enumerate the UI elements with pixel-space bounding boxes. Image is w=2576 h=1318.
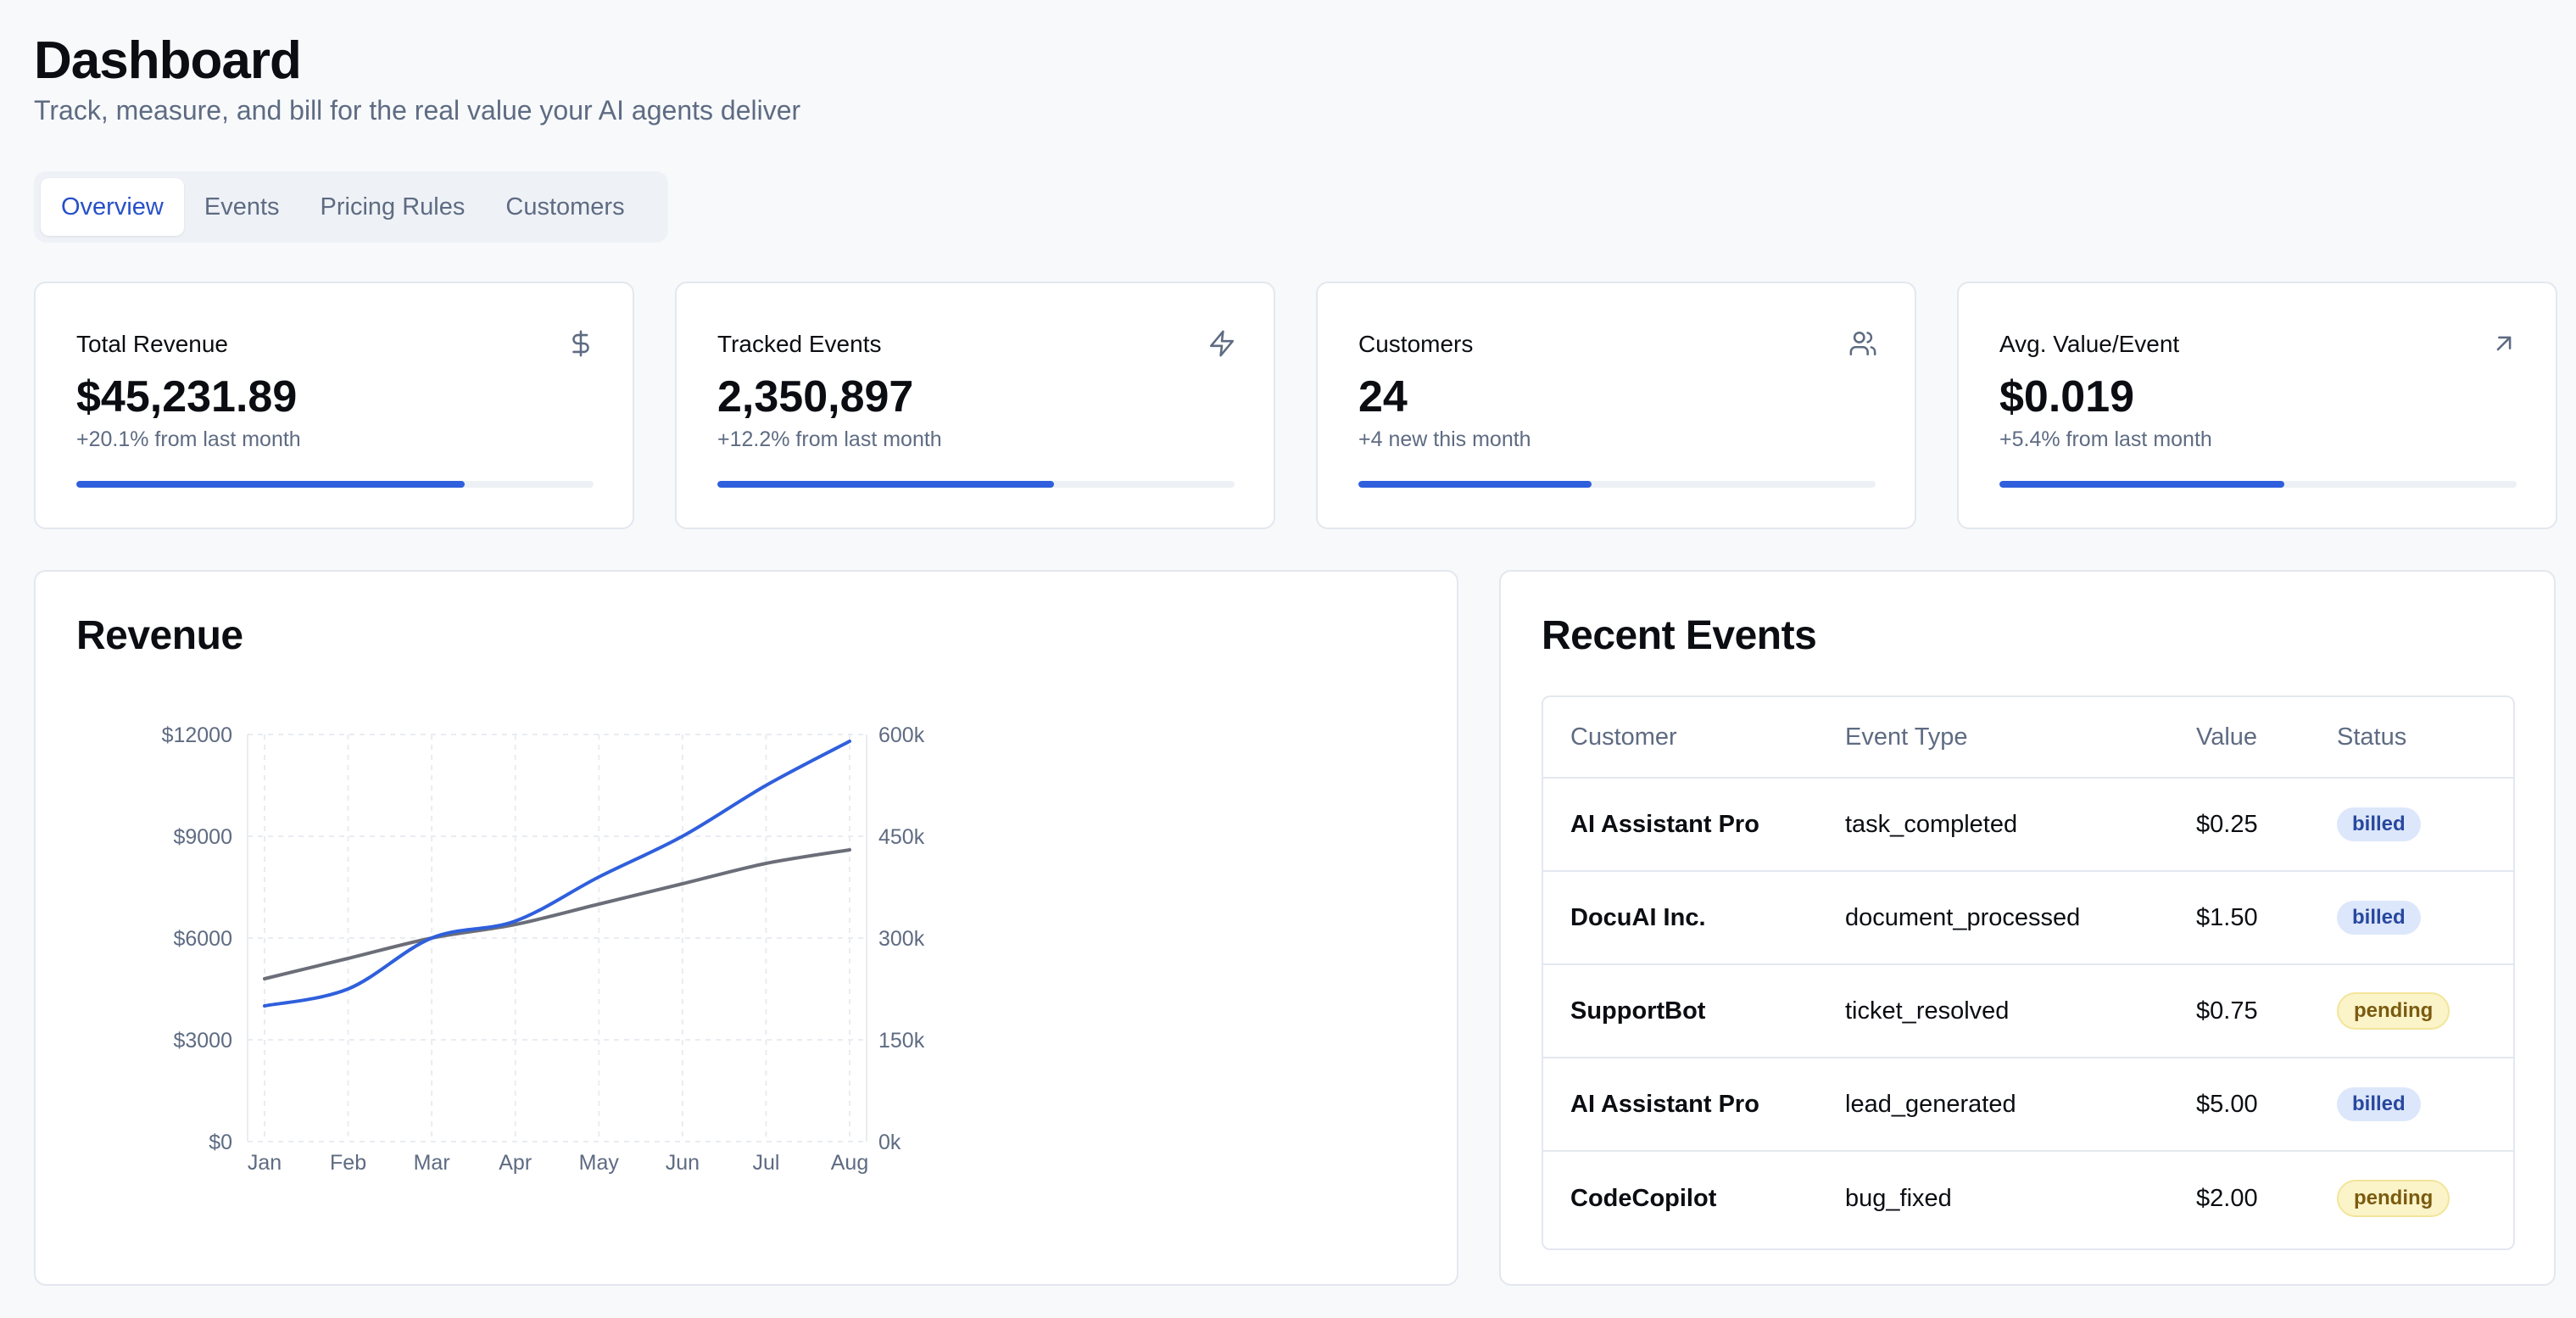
cell-event-type: document_processed	[1845, 903, 2081, 931]
column-header-status[interactable]: Status	[2337, 723, 2407, 751]
y-axis-right-tick-label: 450k	[878, 825, 925, 849]
cell-value: $0.75	[2196, 997, 2258, 1025]
stat-card-tracked-events: Tracked Events 2,350,897 +12.2% from las…	[675, 282, 1275, 529]
stat-label: Tracked Events	[717, 331, 882, 357]
x-axis-tick-label: Aug	[831, 1151, 868, 1174]
revenue-chart: $0 $3000 $6000 $9000 $12000 0k 150k 300k 450k 600…	[162, 723, 925, 1174]
column-header-customer[interactable]: Customer	[1570, 723, 1677, 751]
dollar-icon	[572, 330, 589, 357]
progress-track	[76, 481, 594, 488]
cell-event-type: lead_generated	[1845, 1090, 2016, 1118]
cell-event-type: task_completed	[1845, 810, 2018, 838]
cell-customer: AI Assistant Pro	[1570, 810, 1759, 838]
tab-overview[interactable]: Overview	[41, 178, 184, 236]
column-header-event-type[interactable]: Event Type	[1845, 723, 1968, 751]
table-row[interactable]: AI Assistant Pro lead_generated $5.00 bi…	[1543, 1058, 2513, 1152]
page-title: Dashboard	[34, 31, 302, 90]
progress-track	[1358, 481, 1876, 488]
stat-label: Avg. Value/Event	[1999, 331, 2180, 357]
cell-value: $5.00	[2196, 1090, 2258, 1118]
stat-card-total-revenue: Total Revenue $45,231.89 +20.1% from las…	[34, 282, 634, 529]
status-badge: pending	[2337, 1180, 2451, 1217]
cell-value: $1.50	[2196, 903, 2258, 931]
cell-value: $0.25	[2196, 810, 2258, 838]
cell-event-type: ticket_resolved	[1845, 997, 2010, 1025]
table-row[interactable]: AI Assistant Pro task_completed $0.25 bi…	[1543, 779, 2513, 872]
x-axis-tick-label: Apr	[499, 1151, 532, 1174]
cell-status: billed	[2337, 779, 2421, 870]
y-axis-left-tick-label: $6000	[173, 927, 232, 951]
table-row[interactable]: DocuAI Inc. document_processed $1.50 bil…	[1543, 872, 2513, 965]
cell-value: $2.00	[2196, 1184, 2258, 1212]
column-header-value[interactable]: Value	[2196, 723, 2258, 751]
cell-status: billed	[2337, 1058, 2421, 1150]
stat-value: 24	[1358, 372, 1408, 422]
progress-fill	[717, 481, 1054, 488]
progress-fill	[1999, 481, 2284, 488]
events-table: Customer Event Type Value Status AI Assi…	[1542, 695, 2515, 1250]
y-axis-left-tick-label: $9000	[173, 825, 232, 849]
y-axis-right-tick-label: 300k	[878, 927, 925, 951]
x-axis-tick-label: Feb	[330, 1151, 366, 1174]
stat-value: 2,350,897	[717, 372, 914, 422]
progress-fill	[1358, 481, 1592, 488]
revenue-series-line	[263, 740, 851, 1008]
progress-track	[717, 481, 1235, 488]
progress-fill	[76, 481, 465, 488]
cell-status: pending	[2337, 1152, 2451, 1245]
tab-customers[interactable]: Customers	[505, 193, 625, 221]
arrow-up-right-icon	[2496, 336, 2512, 351]
stat-card-customers: Customers 24 +4 new this month	[1316, 282, 1916, 529]
y-axis-left-tick-label: $3000	[173, 1029, 232, 1053]
stat-card-avg-value: Avg. Value/Event $0.019 +5.4% from last …	[1957, 282, 2557, 529]
users-icon	[1849, 331, 1876, 356]
y-axis-right-tick-label: 0k	[878, 1131, 901, 1154]
y-axis-right-tick-label: 600k	[878, 723, 925, 747]
status-badge: pending	[2337, 992, 2451, 1030]
recent-events-title: Recent Events	[1542, 613, 1817, 658]
table-header-row: Customer Event Type Value Status	[1543, 697, 2513, 779]
x-axis-tick-label: Jun	[666, 1151, 700, 1174]
stat-delta: +20.1% from last month	[76, 427, 301, 451]
y-axis-left-tick-label: $12000	[162, 723, 232, 747]
stat-value: $0.019	[1999, 372, 2135, 422]
table-row[interactable]: CodeCopilot bug_fixed $2.00 pending	[1543, 1152, 2513, 1245]
cell-event-type: bug_fixed	[1845, 1184, 1952, 1212]
table-row[interactable]: SupportBot ticket_resolved $0.75 pending	[1543, 965, 2513, 1058]
x-axis-tick-label: Mar	[414, 1151, 450, 1174]
tab-bar: Overview Events Pricing Rules Customers	[34, 171, 668, 243]
zap-icon	[1209, 330, 1235, 357]
stat-delta: +5.4% from last month	[1999, 427, 2212, 451]
x-axis-tick-label: Jul	[752, 1151, 779, 1174]
progress-track	[1999, 481, 2517, 488]
stat-label: Customers	[1358, 331, 1474, 357]
stat-delta: +4 new this month	[1358, 427, 1531, 451]
y-axis-right-tick-label: 150k	[878, 1029, 925, 1053]
y-axis-left-tick-label: $0	[209, 1131, 232, 1154]
recent-events-panel: Recent Events Customer Event Type Value …	[1499, 570, 2556, 1286]
stat-value: $45,231.89	[76, 372, 298, 422]
tab-events[interactable]: Events	[204, 193, 280, 221]
cell-status: pending	[2337, 965, 2451, 1057]
stat-delta: +12.2% from last month	[717, 427, 942, 451]
status-badge: billed	[2337, 901, 2421, 935]
cell-customer: SupportBot	[1570, 997, 1706, 1025]
events-series-line	[263, 848, 851, 980]
cell-customer: AI Assistant Pro	[1570, 1090, 1759, 1118]
x-axis-tick-label: May	[579, 1151, 620, 1174]
revenue-panel-title: Revenue	[76, 613, 243, 658]
status-badge: billed	[2337, 1087, 2421, 1121]
tab-pricing-rules[interactable]: Pricing Rules	[320, 193, 466, 221]
cell-status: billed	[2337, 872, 2421, 963]
revenue-panel: Revenue $0 $3000 $6000 $9000 $12000 0k 150k 300…	[34, 570, 1458, 1286]
cell-customer: DocuAI Inc.	[1570, 903, 1706, 931]
status-badge: billed	[2337, 807, 2421, 841]
x-axis-tick-label: Jan	[248, 1151, 282, 1174]
cell-customer: CodeCopilot	[1570, 1184, 1717, 1212]
stat-label: Total Revenue	[76, 331, 229, 357]
page-subtitle: Track, measure, and bill for the real va…	[34, 95, 801, 126]
